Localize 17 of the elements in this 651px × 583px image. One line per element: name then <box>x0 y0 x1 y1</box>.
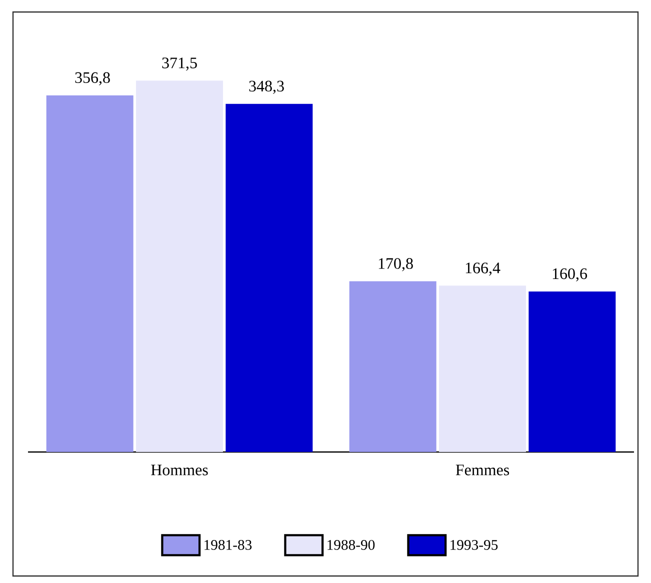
data-label: 371,5 <box>162 58 197 71</box>
bar <box>226 104 313 452</box>
bar <box>349 281 436 452</box>
data-label: 356,8 <box>75 72 110 86</box>
legend-label: 1988-90 <box>328 540 375 550</box>
legend-label: 1993-95 <box>450 540 498 550</box>
bar <box>136 80 224 452</box>
data-label: 170,8 <box>378 258 413 272</box>
bar <box>528 291 616 452</box>
data-label: 166,4 <box>466 262 500 276</box>
x-tick-label: Hommes <box>151 464 208 476</box>
data-label: 348,3 <box>249 80 284 94</box>
legend-label: 1981-83 <box>204 540 252 550</box>
bar <box>46 95 134 452</box>
bar <box>439 286 526 452</box>
data-label: 160,6 <box>552 268 588 282</box>
x-tick-label: Femmes <box>456 464 510 476</box>
